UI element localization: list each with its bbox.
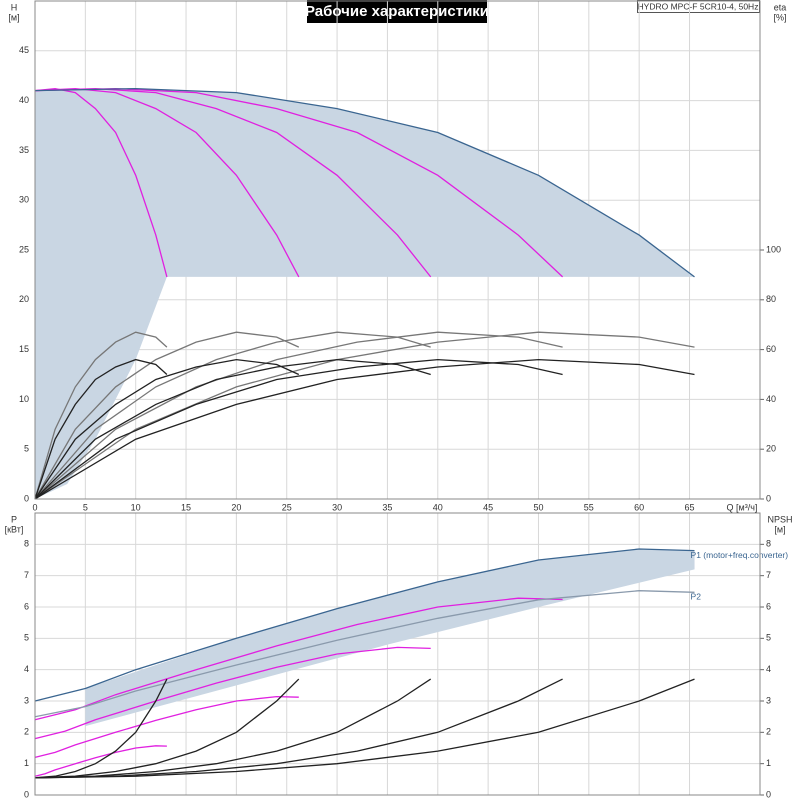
- y2-tick-label: 6: [766, 601, 771, 611]
- y2-tick-label: 2: [766, 727, 771, 737]
- curve: [34, 358, 168, 500]
- y-tick-label: 25: [19, 244, 29, 254]
- curve: [34, 745, 167, 777]
- y-tick-label: 20: [19, 294, 29, 304]
- curve: [34, 358, 563, 500]
- y-tick-label: 0: [24, 789, 29, 799]
- y-axis-unit: [м]: [8, 12, 19, 22]
- curve: [34, 678, 563, 779]
- x-tick-label: 35: [382, 502, 392, 512]
- y2-tick-label: 4: [766, 664, 771, 674]
- curve: [34, 678, 695, 779]
- y2-tick-label: 40: [766, 394, 776, 404]
- curve: [34, 678, 300, 779]
- curve: [34, 331, 695, 500]
- x-tick-label: 15: [181, 502, 191, 512]
- curve: [34, 695, 299, 759]
- y2-tick-label: 5: [766, 633, 771, 643]
- series-label: P2: [691, 592, 702, 602]
- y2-axis-unit: [%]: [773, 12, 786, 22]
- series-label: P1 (motor+freq.converter): [691, 550, 789, 560]
- y-tick-label: 0: [24, 493, 29, 503]
- y-tick-label: 5: [24, 633, 29, 643]
- y2-tick-label: 100: [766, 244, 781, 254]
- x-tick-label: 30: [332, 502, 342, 512]
- curve: [34, 590, 695, 718]
- y-tick-label: 1: [24, 758, 29, 768]
- curve: [34, 646, 431, 740]
- curve: [34, 87, 695, 278]
- y-tick-label: 30: [19, 195, 29, 205]
- y2-tick-label: 0: [766, 789, 771, 799]
- y2-axis-label: NPSH: [767, 514, 792, 524]
- curve: [34, 678, 168, 779]
- x-tick-label: 20: [231, 502, 241, 512]
- y2-tick-label: 60: [766, 344, 776, 354]
- y2-axis-unit: [м]: [774, 524, 785, 534]
- curve: [34, 678, 432, 779]
- x-tick-label: 45: [483, 502, 493, 512]
- chart-title: Рабочие характеристики: [305, 3, 489, 20]
- x-tick-label: 5: [83, 502, 88, 512]
- x-tick-label: 10: [131, 502, 141, 512]
- y2-tick-label: 7: [766, 570, 771, 580]
- x-tick-label: 40: [433, 502, 443, 512]
- y-axis-label: P: [11, 514, 17, 524]
- y-tick-label: 5: [24, 444, 29, 454]
- y-tick-label: 15: [19, 344, 29, 354]
- y-axis-label: H: [11, 2, 18, 12]
- curve: [34, 331, 563, 500]
- plot-frame: [34, 0, 761, 500]
- x-axis-label: Q [м³/ч]: [727, 502, 758, 512]
- x-tick-label: 0: [32, 502, 37, 512]
- y-tick-label: 40: [19, 95, 29, 105]
- y-tick-label: 7: [24, 570, 29, 580]
- title-box: [307, 0, 487, 23]
- curve: [34, 331, 431, 500]
- curve: [34, 358, 695, 500]
- y-tick-label: 2: [24, 727, 29, 737]
- y-tick-label: 35: [19, 145, 29, 155]
- operating-area: [85, 549, 695, 727]
- y2-tick-label: 1: [766, 758, 771, 768]
- curve: [34, 597, 563, 721]
- curve: [34, 331, 300, 500]
- y-tick-label: 10: [19, 394, 29, 404]
- y-tick-label: 8: [24, 539, 29, 549]
- y2-tick-label: 8: [766, 539, 771, 549]
- model-label: HYDRO MPC-F 5CR10-4, 50Hz: [638, 1, 759, 11]
- y-tick-label: 4: [24, 664, 29, 674]
- y-axis-unit: [кВт]: [5, 524, 24, 534]
- plot-frame: [34, 512, 761, 796]
- curve: [34, 358, 300, 500]
- y-tick-label: 45: [19, 45, 29, 55]
- operating-area: [35, 88, 695, 499]
- curve: [34, 548, 695, 702]
- y-tick-label: 6: [24, 601, 29, 611]
- x-tick-label: 55: [584, 502, 594, 512]
- x-tick-label: 25: [282, 502, 292, 512]
- y2-tick-label: 20: [766, 444, 776, 454]
- y2-tick-label: 0: [766, 493, 771, 503]
- curve: [34, 331, 168, 500]
- x-tick-label: 50: [533, 502, 543, 512]
- y2-tick-label: 3: [766, 695, 771, 705]
- y2-axis-label: eta: [774, 2, 787, 12]
- x-tick-label: 65: [685, 502, 695, 512]
- x-tick-label: 60: [634, 502, 644, 512]
- y2-tick-label: 80: [766, 294, 776, 304]
- y-tick-label: 3: [24, 695, 29, 705]
